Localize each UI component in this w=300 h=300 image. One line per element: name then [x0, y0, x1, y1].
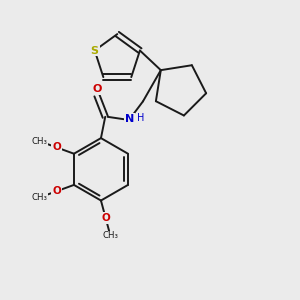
Text: H: H: [137, 113, 145, 123]
Text: N: N: [125, 114, 134, 124]
Text: S: S: [91, 46, 99, 56]
Text: CH₃: CH₃: [32, 137, 48, 146]
Text: O: O: [52, 186, 61, 196]
Text: O: O: [52, 142, 61, 152]
Text: O: O: [92, 85, 102, 94]
Text: O: O: [101, 213, 110, 223]
Text: CH₃: CH₃: [32, 193, 48, 202]
Text: CH₃: CH₃: [102, 231, 118, 240]
